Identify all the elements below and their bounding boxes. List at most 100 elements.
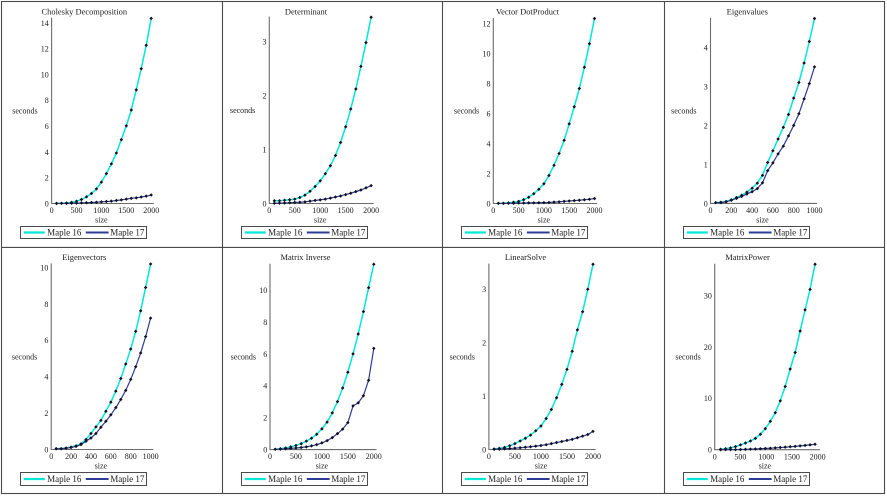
svg-text:0: 0: [482, 445, 486, 454]
svg-text:seconds: seconds: [230, 106, 255, 115]
svg-text:1500: 1500: [118, 206, 134, 215]
svg-text:Maple 16: Maple 16: [47, 228, 82, 238]
svg-text:0: 0: [491, 206, 495, 215]
svg-text:0: 0: [487, 199, 491, 208]
svg-text:800: 800: [788, 206, 800, 215]
svg-text:1500: 1500: [784, 452, 800, 461]
svg-text:Maple 16: Maple 16: [710, 474, 745, 484]
svg-text:Maple 17: Maple 17: [331, 228, 366, 238]
svg-text:seconds: seconds: [231, 353, 256, 362]
svg-text:Maple 16: Maple 16: [488, 474, 523, 484]
svg-text:Maple 17: Maple 17: [110, 474, 145, 484]
svg-text:4: 4: [263, 382, 267, 391]
svg-text:2000: 2000: [810, 452, 826, 461]
svg-text:2: 2: [487, 169, 491, 178]
svg-text:1000: 1000: [314, 452, 330, 461]
svg-text:0: 0: [268, 452, 272, 461]
svg-text:0: 0: [49, 452, 53, 461]
svg-text:4: 4: [45, 148, 49, 157]
svg-text:size: size: [314, 216, 327, 225]
svg-text:MatrixPower: MatrixPower: [725, 252, 770, 262]
svg-text:200: 200: [65, 452, 77, 461]
svg-text:1: 1: [263, 145, 267, 154]
svg-text:seconds: seconds: [12, 352, 37, 361]
svg-text:2: 2: [263, 91, 267, 100]
svg-text:500: 500: [290, 452, 302, 461]
svg-text:2000: 2000: [587, 206, 603, 215]
svg-text:3: 3: [482, 285, 486, 294]
svg-text:500: 500: [734, 452, 746, 461]
svg-text:1000: 1000: [758, 452, 774, 461]
svg-text:8: 8: [44, 300, 48, 309]
svg-text:2000: 2000: [366, 452, 382, 461]
svg-text:Determinant: Determinant: [285, 7, 328, 17]
svg-text:6: 6: [45, 122, 49, 131]
svg-text:0: 0: [704, 199, 708, 208]
svg-text:1500: 1500: [340, 452, 356, 461]
svg-text:2000: 2000: [143, 206, 159, 215]
svg-text:size: size: [316, 462, 329, 471]
svg-text:1: 1: [704, 160, 708, 169]
svg-text:seconds: seconds: [675, 353, 700, 362]
svg-text:10: 10: [259, 286, 267, 295]
svg-text:size: size: [95, 462, 108, 471]
svg-text:1: 1: [482, 392, 486, 401]
svg-text:0: 0: [713, 452, 717, 461]
svg-text:seconds: seconds: [454, 107, 479, 116]
svg-text:size: size: [535, 462, 548, 471]
svg-text:4: 4: [704, 43, 708, 52]
svg-text:size: size: [538, 216, 551, 225]
svg-text:1500: 1500: [561, 206, 577, 215]
svg-text:Maple 16: Maple 16: [268, 474, 303, 484]
svg-text:LinearSolve: LinearSolve: [505, 252, 546, 262]
svg-text:6: 6: [44, 336, 48, 345]
svg-text:1000: 1000: [93, 206, 109, 215]
svg-text:2: 2: [263, 414, 267, 423]
svg-text:30: 30: [704, 291, 712, 300]
svg-text:Maple 16: Maple 16: [488, 228, 523, 238]
svg-text:3: 3: [704, 82, 708, 91]
svg-text:0: 0: [267, 206, 271, 215]
svg-text:0: 0: [45, 199, 49, 208]
svg-text:20: 20: [704, 343, 712, 352]
svg-text:0: 0: [263, 446, 267, 455]
svg-text:3: 3: [263, 37, 267, 46]
svg-text:1000: 1000: [312, 206, 328, 215]
svg-text:400: 400: [746, 206, 758, 215]
svg-text:0: 0: [708, 446, 712, 455]
svg-text:10: 10: [483, 49, 491, 58]
svg-text:0: 0: [709, 206, 713, 215]
svg-text:800: 800: [125, 452, 137, 461]
svg-text:200: 200: [725, 206, 737, 215]
svg-text:10: 10: [41, 70, 49, 79]
svg-text:14: 14: [41, 19, 49, 28]
svg-text:500: 500: [71, 206, 83, 215]
svg-text:12: 12: [483, 19, 491, 28]
svg-text:400: 400: [85, 452, 97, 461]
svg-text:1500: 1500: [559, 452, 575, 461]
svg-text:1000: 1000: [536, 206, 552, 215]
svg-text:1000: 1000: [807, 206, 823, 215]
svg-text:Maple 16: Maple 16: [268, 228, 303, 238]
svg-text:Vector DotProduct: Vector DotProduct: [496, 7, 560, 17]
svg-text:size: size: [95, 216, 108, 225]
svg-text:Cholesky Decomposition: Cholesky Decomposition: [42, 7, 128, 17]
svg-text:Eigenvectors: Eigenvectors: [62, 252, 106, 262]
svg-text:Maple 17: Maple 17: [551, 228, 586, 238]
svg-text:6: 6: [263, 350, 267, 359]
svg-text:seconds: seconds: [450, 353, 475, 362]
svg-text:seconds: seconds: [12, 107, 37, 116]
svg-text:2: 2: [45, 174, 49, 183]
svg-text:500: 500: [289, 206, 301, 215]
svg-text:Maple 17: Maple 17: [773, 228, 808, 238]
svg-text:12: 12: [41, 45, 49, 54]
svg-text:Maple 17: Maple 17: [773, 474, 808, 484]
svg-text:1000: 1000: [143, 452, 159, 461]
svg-text:500: 500: [509, 452, 521, 461]
svg-text:2: 2: [482, 339, 486, 348]
svg-text:0: 0: [44, 445, 48, 454]
svg-text:8: 8: [487, 79, 491, 88]
svg-text:8: 8: [45, 96, 49, 105]
svg-text:0: 0: [487, 452, 491, 461]
svg-text:size: size: [759, 462, 772, 471]
